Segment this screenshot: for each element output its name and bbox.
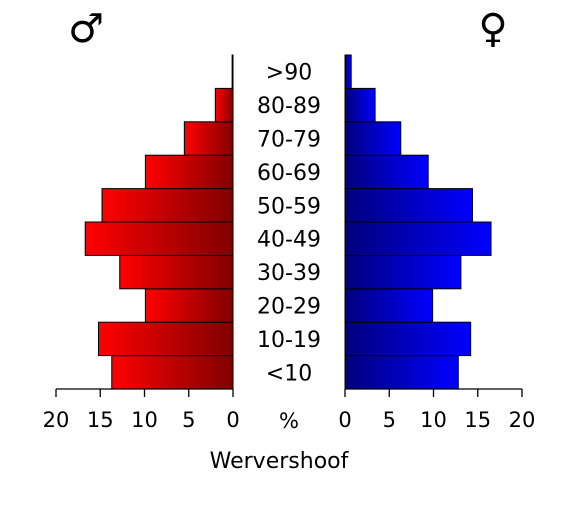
male-bar->90 [231,54,234,89]
age-label-70-79: 70-79 [257,128,321,153]
female-bar-30-39 [344,254,462,290]
male-x-axis: 20 15 10 5 0 [43,388,240,432]
female-bar-40-49 [344,221,492,256]
female-axis-tick-label: 0 [338,408,351,432]
age-label-10-19: 10-19 [257,328,321,353]
age-label->90: >90 [266,61,312,86]
age-label-<10: <10 [266,361,312,386]
male-axis-tick-label: 10 [131,408,158,432]
female-bar-60-69 [344,154,429,190]
age-label-80-89: 80-89 [257,94,321,119]
male-bar-20-29 [144,288,234,323]
female-bar-70-79 [344,121,402,156]
age-label-30-39: 30-39 [257,261,321,286]
male-symbol: ♂ [68,6,104,52]
male-axis-tick-label: 0 [226,408,239,432]
male-bar-50-59 [101,188,234,223]
female-bar->90 [344,54,352,89]
age-group-labels: <10 10-19 20-29 30-39 40-49 50-59 60-69 70-79 80… [257,61,321,387]
male-bar-60-69 [144,154,234,190]
female-bar-50-59 [344,188,473,223]
male-bar-10-19 [97,321,234,357]
female-x-axis: 20 15 10 5 0 [338,388,536,432]
male-axis-tick-label: 20 [43,408,70,432]
female-bars [344,54,492,390]
female-bar-20-29 [344,288,434,323]
female-bar-10-19 [344,321,472,357]
chart-title: Wervershoof [210,449,350,474]
female-bar-<10 [344,355,459,390]
male-axis-tick-label: 15 [87,408,114,432]
female-axis-tick-label: 5 [383,408,396,432]
age-label-40-49: 40-49 [257,228,321,253]
age-label-50-59: 50-59 [257,194,321,219]
female-axis-tick-label: 15 [464,408,491,432]
female-axis-tick-label: 20 [509,408,536,432]
center-unit-label: % [279,409,299,433]
male-bar-80-89 [214,87,234,123]
female-axis-tick-label: 10 [420,408,447,432]
male-bar-<10 [111,355,234,390]
age-label-20-29: 20-29 [257,295,321,320]
male-axis-tick-label: 5 [182,408,195,432]
female-symbol: ♀ [478,6,507,52]
male-bar-40-49 [84,221,234,256]
male-bar-70-79 [183,121,234,156]
male-bar-30-39 [119,254,234,290]
male-bars [84,54,234,390]
female-bar-80-89 [344,87,376,123]
age-label-60-69: 60-69 [257,161,321,186]
